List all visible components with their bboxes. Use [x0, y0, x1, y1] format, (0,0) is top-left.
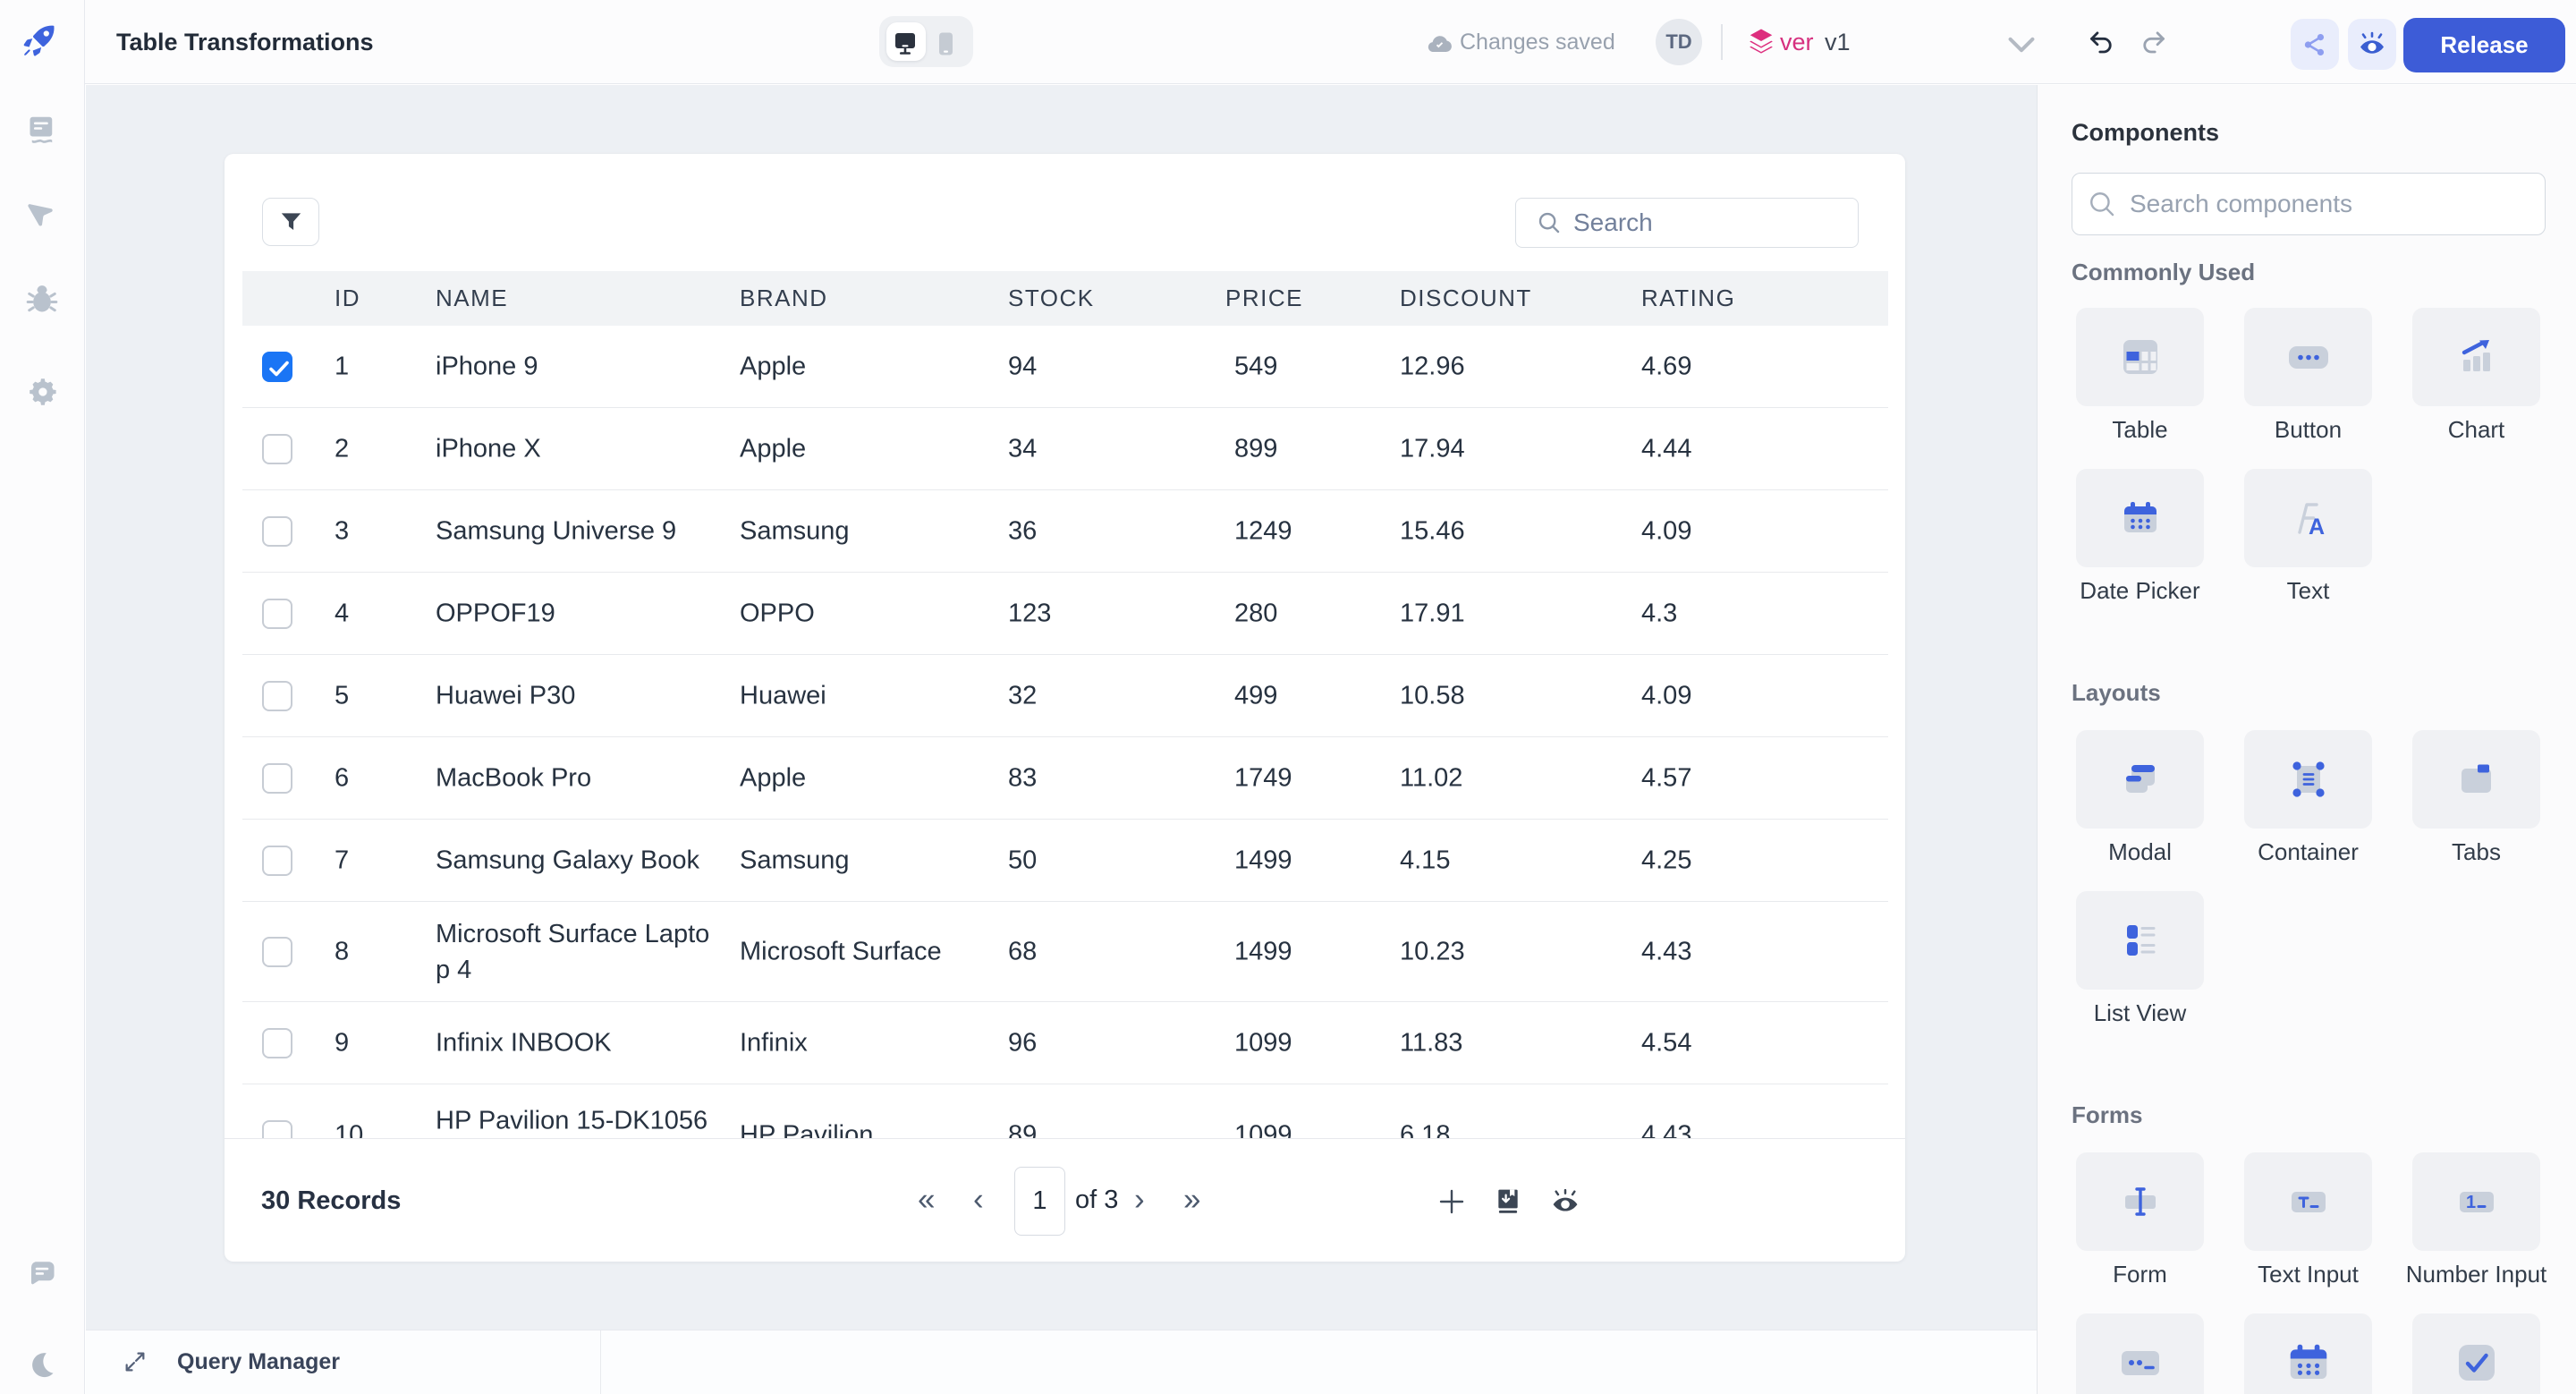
svg-text:A: A	[2309, 514, 2325, 540]
svg-text:1: 1	[2466, 1193, 2476, 1212]
